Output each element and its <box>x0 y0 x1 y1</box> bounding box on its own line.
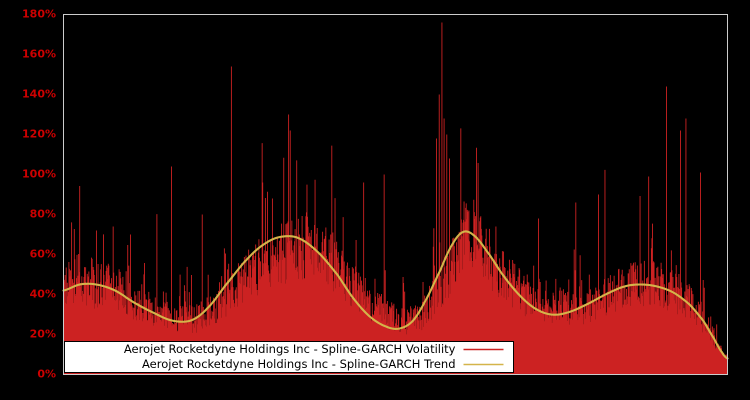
y-tick-7: 140% <box>22 88 56 101</box>
y-tick-0: 0% <box>37 368 56 381</box>
y-tick-5: 100% <box>22 168 56 181</box>
y-tick-9: 180% <box>22 8 56 21</box>
y-tick-4: 80% <box>30 208 56 221</box>
chart-legend: Aerojet Rocketdyne Holdings Inc - Spline… <box>65 342 514 373</box>
y-tick-8: 160% <box>22 48 56 61</box>
y-tick-3: 60% <box>30 248 56 261</box>
y-tick-1: 20% <box>30 328 56 341</box>
y-tick-6: 120% <box>22 128 56 141</box>
legend-label-0: Aerojet Rocketdyne Holdings Inc - Spline… <box>124 342 456 356</box>
chart-canvas: 0% 20% 40% 60% 80% 100% 120% 140% 160% 180% Aeroj… <box>0 0 750 400</box>
y-tick-2: 40% <box>30 288 56 301</box>
legend-label-1: Aerojet Rocketdyne Holdings Inc - Spline… <box>142 357 455 371</box>
volatility-chart: 0% 20% 40% 60% 80% 100% 120% 140% 160% 180% Aeroj… <box>0 0 750 400</box>
